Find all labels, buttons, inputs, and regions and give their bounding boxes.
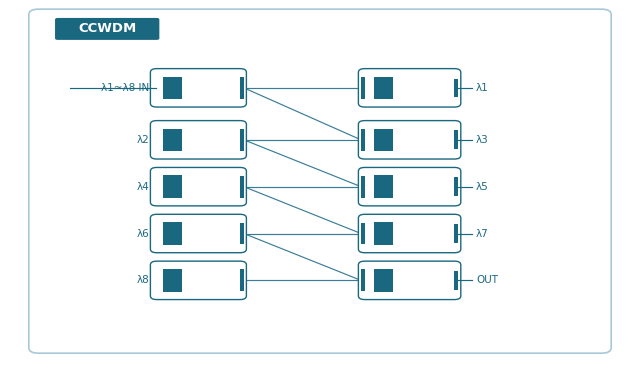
- Bar: [163, 76, 182, 99]
- Text: λ6: λ6: [136, 228, 149, 239]
- FancyBboxPatch shape: [150, 121, 246, 159]
- FancyBboxPatch shape: [150, 168, 246, 206]
- Bar: [454, 178, 458, 196]
- FancyBboxPatch shape: [358, 69, 461, 107]
- FancyBboxPatch shape: [358, 121, 461, 159]
- FancyBboxPatch shape: [358, 261, 461, 299]
- FancyBboxPatch shape: [358, 168, 461, 206]
- Text: CCWDM: CCWDM: [78, 22, 137, 36]
- Text: OUT: OUT: [476, 275, 498, 285]
- Bar: [240, 129, 244, 151]
- Bar: [361, 77, 365, 99]
- Bar: [240, 77, 244, 99]
- Bar: [454, 271, 458, 290]
- Text: λ3: λ3: [476, 135, 489, 145]
- Bar: [454, 224, 458, 243]
- Bar: [361, 223, 365, 244]
- Text: λ7: λ7: [476, 228, 489, 239]
- Bar: [374, 128, 394, 151]
- Bar: [361, 176, 365, 198]
- Bar: [454, 130, 458, 149]
- Bar: [361, 129, 365, 151]
- Bar: [374, 175, 394, 198]
- Bar: [163, 175, 182, 198]
- Text: λ8: λ8: [136, 275, 149, 285]
- Text: λ4: λ4: [136, 182, 149, 192]
- Bar: [163, 269, 182, 292]
- FancyBboxPatch shape: [150, 261, 246, 299]
- FancyBboxPatch shape: [29, 9, 611, 353]
- Bar: [374, 76, 394, 99]
- Bar: [240, 269, 244, 291]
- Bar: [240, 223, 244, 244]
- FancyBboxPatch shape: [150, 214, 246, 253]
- Bar: [374, 222, 394, 245]
- Bar: [163, 128, 182, 151]
- FancyBboxPatch shape: [55, 18, 159, 40]
- FancyBboxPatch shape: [150, 69, 246, 107]
- Bar: [374, 269, 394, 292]
- Text: λ5: λ5: [476, 182, 489, 192]
- Bar: [361, 269, 365, 291]
- Text: λ1: λ1: [476, 83, 489, 93]
- Text: λ2: λ2: [136, 135, 149, 145]
- FancyBboxPatch shape: [358, 214, 461, 253]
- Bar: [163, 222, 182, 245]
- Bar: [454, 79, 458, 97]
- Bar: [240, 176, 244, 198]
- Text: λ1~λ8 IN: λ1~λ8 IN: [101, 83, 149, 93]
